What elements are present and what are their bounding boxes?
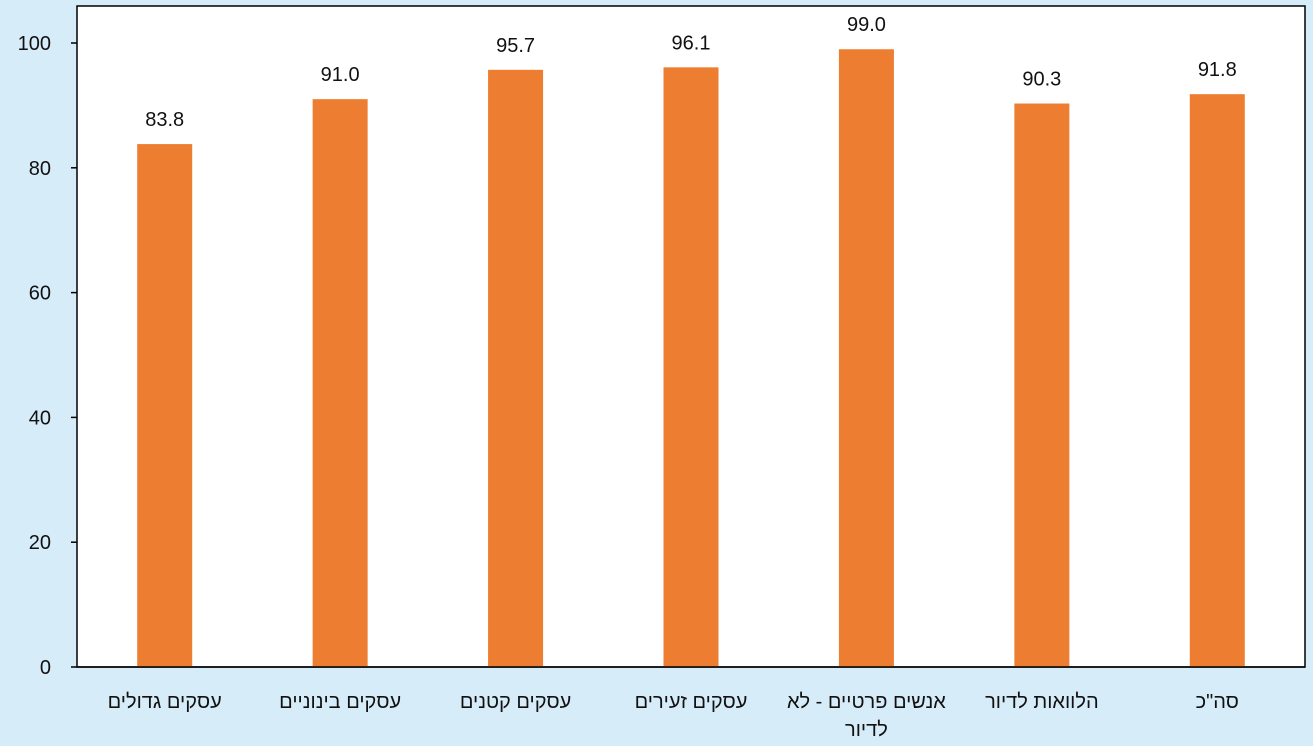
y-tick-label: 40	[29, 407, 51, 429]
x-category-label: סה"כ	[1196, 691, 1239, 713]
bar-value-label: 99.0	[847, 14, 886, 36]
bar	[137, 144, 193, 667]
x-category-label: עסקים בינוניים	[279, 691, 401, 713]
bar-value-label: 91.8	[1198, 59, 1237, 81]
bar	[663, 67, 719, 667]
bar	[1014, 103, 1070, 667]
value-labels: 83.8 91.0 95.7 96.1 99.0 90.3 91.8	[145, 14, 1237, 131]
y-tick-label: 20	[29, 532, 51, 554]
bar-value-label: 83.8	[145, 109, 184, 131]
x-category-label: עסקים גדולים	[108, 691, 222, 713]
y-tick-label: 100	[18, 33, 51, 55]
y-tick-label: 0	[40, 657, 51, 679]
y-tick-label: 60	[29, 283, 51, 305]
bar-value-label: 91.0	[321, 64, 360, 86]
y-tick-label: 80	[29, 158, 51, 180]
bar	[1189, 94, 1245, 668]
bar-value-label: 95.7	[496, 35, 535, 57]
bar	[838, 49, 894, 668]
x-category-label: אנשים פרטיים - לא לדיור	[787, 691, 946, 741]
bar	[312, 99, 368, 667]
x-category-label: עסקים זעירים	[635, 691, 748, 713]
bar	[488, 69, 544, 667]
y-axis: 0 20 40 60 80 100	[18, 33, 77, 679]
bars	[137, 49, 1245, 668]
x-axis: עסקים גדולים עסקים בינוניים עסקים קטנים עסק…	[77, 666, 1305, 741]
x-category-label: הלוואות לדיור	[985, 691, 1099, 713]
bar-value-label: 90.3	[1022, 69, 1061, 91]
bar-value-label: 96.1	[672, 32, 711, 54]
x-category-label: עסקים קטנים	[460, 691, 571, 713]
